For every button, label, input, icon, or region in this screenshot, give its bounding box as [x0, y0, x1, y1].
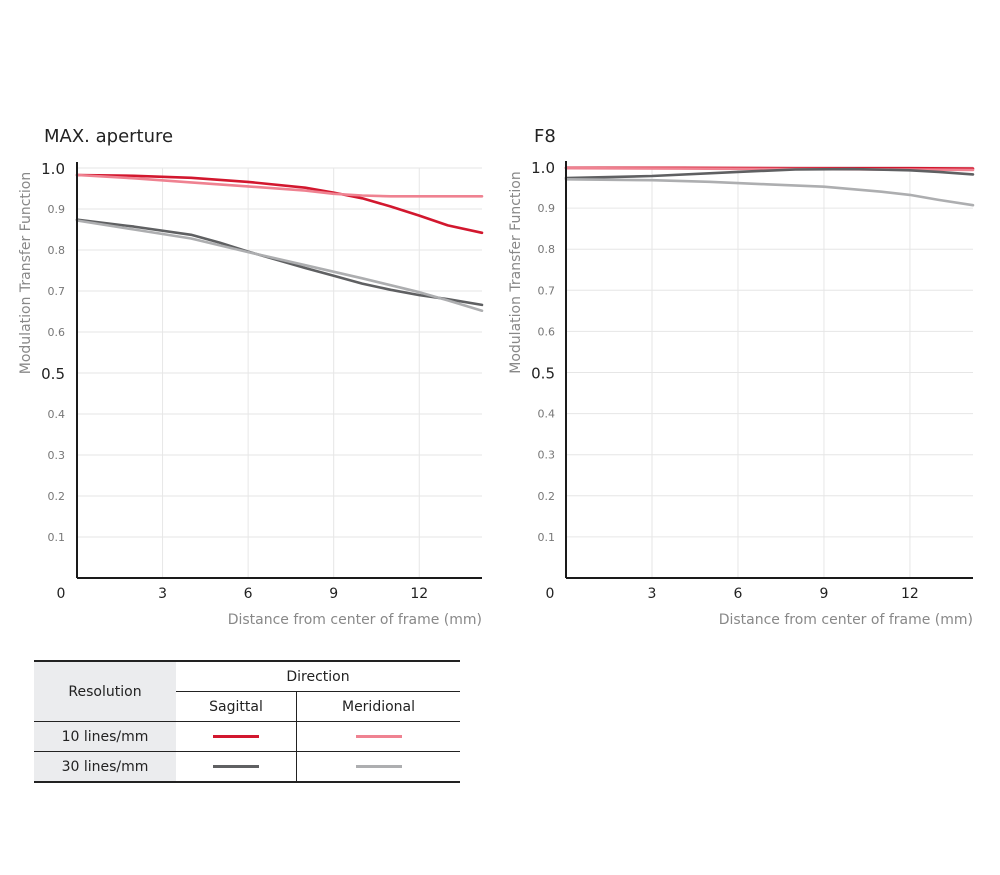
x-tick-label: 6: [734, 586, 743, 602]
y-tick-label: 0.9: [538, 202, 556, 215]
legend-row-label: 30 lines/mm: [34, 751, 176, 782]
chart-title: F8: [534, 126, 556, 147]
meridional-30-swatch: [355, 765, 402, 768]
chart-panel-2: 0.1 0.2 0.3 0.4 0.5 0.6 0.7 0.8 0.9 1.0 0 3 6 9 12 F8 Di…: [508, 126, 975, 628]
mtf-charts: 0.1 0.2 0.3 0.4 0.5 0.6 0.7 0.8 0.9 1.0 0 3 6 9 12 MAX.…: [18, 126, 975, 628]
y-tick-label: 0.8: [48, 244, 66, 257]
y-tick-label: 0.5: [531, 365, 555, 383]
series-line-m30: [564, 178, 975, 207]
x-tick-label: 6: [244, 586, 253, 602]
x-tick-label: 0: [57, 586, 66, 602]
y-tick-label: 0.6: [48, 326, 66, 339]
sagittal-header: Sagittal: [176, 691, 297, 722]
series-line-m10: [75, 173, 484, 198]
legend-row-label: 10 lines/mm: [34, 721, 176, 752]
x-axis-label: Distance from center of frame (mm): [228, 612, 482, 628]
x-tick-label: 9: [329, 586, 338, 602]
y-tick-label: 1.0: [41, 160, 65, 178]
y-tick-label: 0.5: [41, 365, 65, 383]
y-tick-label: 0.1: [48, 531, 66, 544]
series-line-m30: [75, 219, 484, 313]
direction-header: Direction: [176, 661, 460, 692]
y-tick-label: 0.2: [48, 490, 66, 503]
legend-row-30: 30 lines/mm: [34, 751, 460, 782]
legend-table: Resolution Direction Sagittal Meridional…: [34, 660, 460, 783]
y-tick-label: 0.7: [538, 284, 556, 297]
series-line-s30: [75, 218, 484, 307]
legend-row-10: 10 lines/mm: [34, 721, 460, 752]
x-axis-label: Distance from center of frame (mm): [719, 612, 973, 628]
sagittal-10-swatch: [213, 735, 259, 738]
y-tick-label: 0.3: [48, 449, 66, 462]
resolution-header: Resolution: [34, 661, 176, 722]
y-axis-label: Modulation Transfer Function: [18, 172, 34, 374]
y-tick-label: 0.3: [538, 449, 556, 462]
y-tick-label: 0.1: [538, 531, 556, 544]
y-tick-label: 0.8: [538, 243, 556, 256]
y-tick-label: 0.4: [48, 408, 66, 421]
x-tick-label: 3: [648, 586, 657, 602]
x-tick-label: 3: [158, 586, 167, 602]
y-tick-label: 0.2: [538, 490, 556, 503]
y-tick-label: 1.0: [531, 159, 555, 177]
series-line-s10: [75, 173, 484, 235]
x-tick-label: 0: [546, 586, 555, 602]
y-tick-label: 0.6: [538, 325, 556, 338]
y-tick-label: 0.9: [48, 203, 66, 216]
x-tick-label: 12: [410, 586, 428, 602]
series-line-s30: [564, 167, 975, 180]
x-tick-label: 12: [901, 586, 919, 602]
meridional-10-swatch: [355, 735, 402, 738]
x-tick-label: 9: [819, 586, 828, 602]
sagittal-30-swatch: [213, 765, 259, 768]
chart-title: MAX. aperture: [44, 126, 173, 147]
y-tick-label: 0.4: [538, 408, 556, 421]
meridional-header: Meridional: [341, 698, 416, 715]
y-tick-label: 0.7: [48, 285, 66, 298]
y-axis-label: Modulation Transfer Function: [508, 171, 524, 373]
chart-panel-1: 0.1 0.2 0.3 0.4 0.5 0.6 0.7 0.8 0.9 1.0 0 3 6 9 12 MAX.…: [18, 126, 484, 628]
